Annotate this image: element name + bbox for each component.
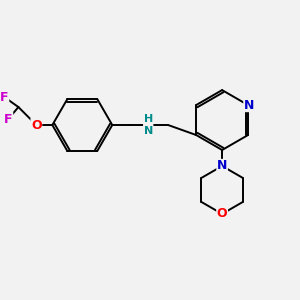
Text: O: O	[217, 207, 227, 220]
Text: N: N	[244, 99, 254, 112]
Text: N: N	[217, 160, 227, 172]
Text: H
N: H N	[144, 114, 153, 136]
Text: O: O	[31, 118, 42, 131]
Text: F: F	[0, 91, 9, 103]
Text: F: F	[4, 112, 13, 125]
